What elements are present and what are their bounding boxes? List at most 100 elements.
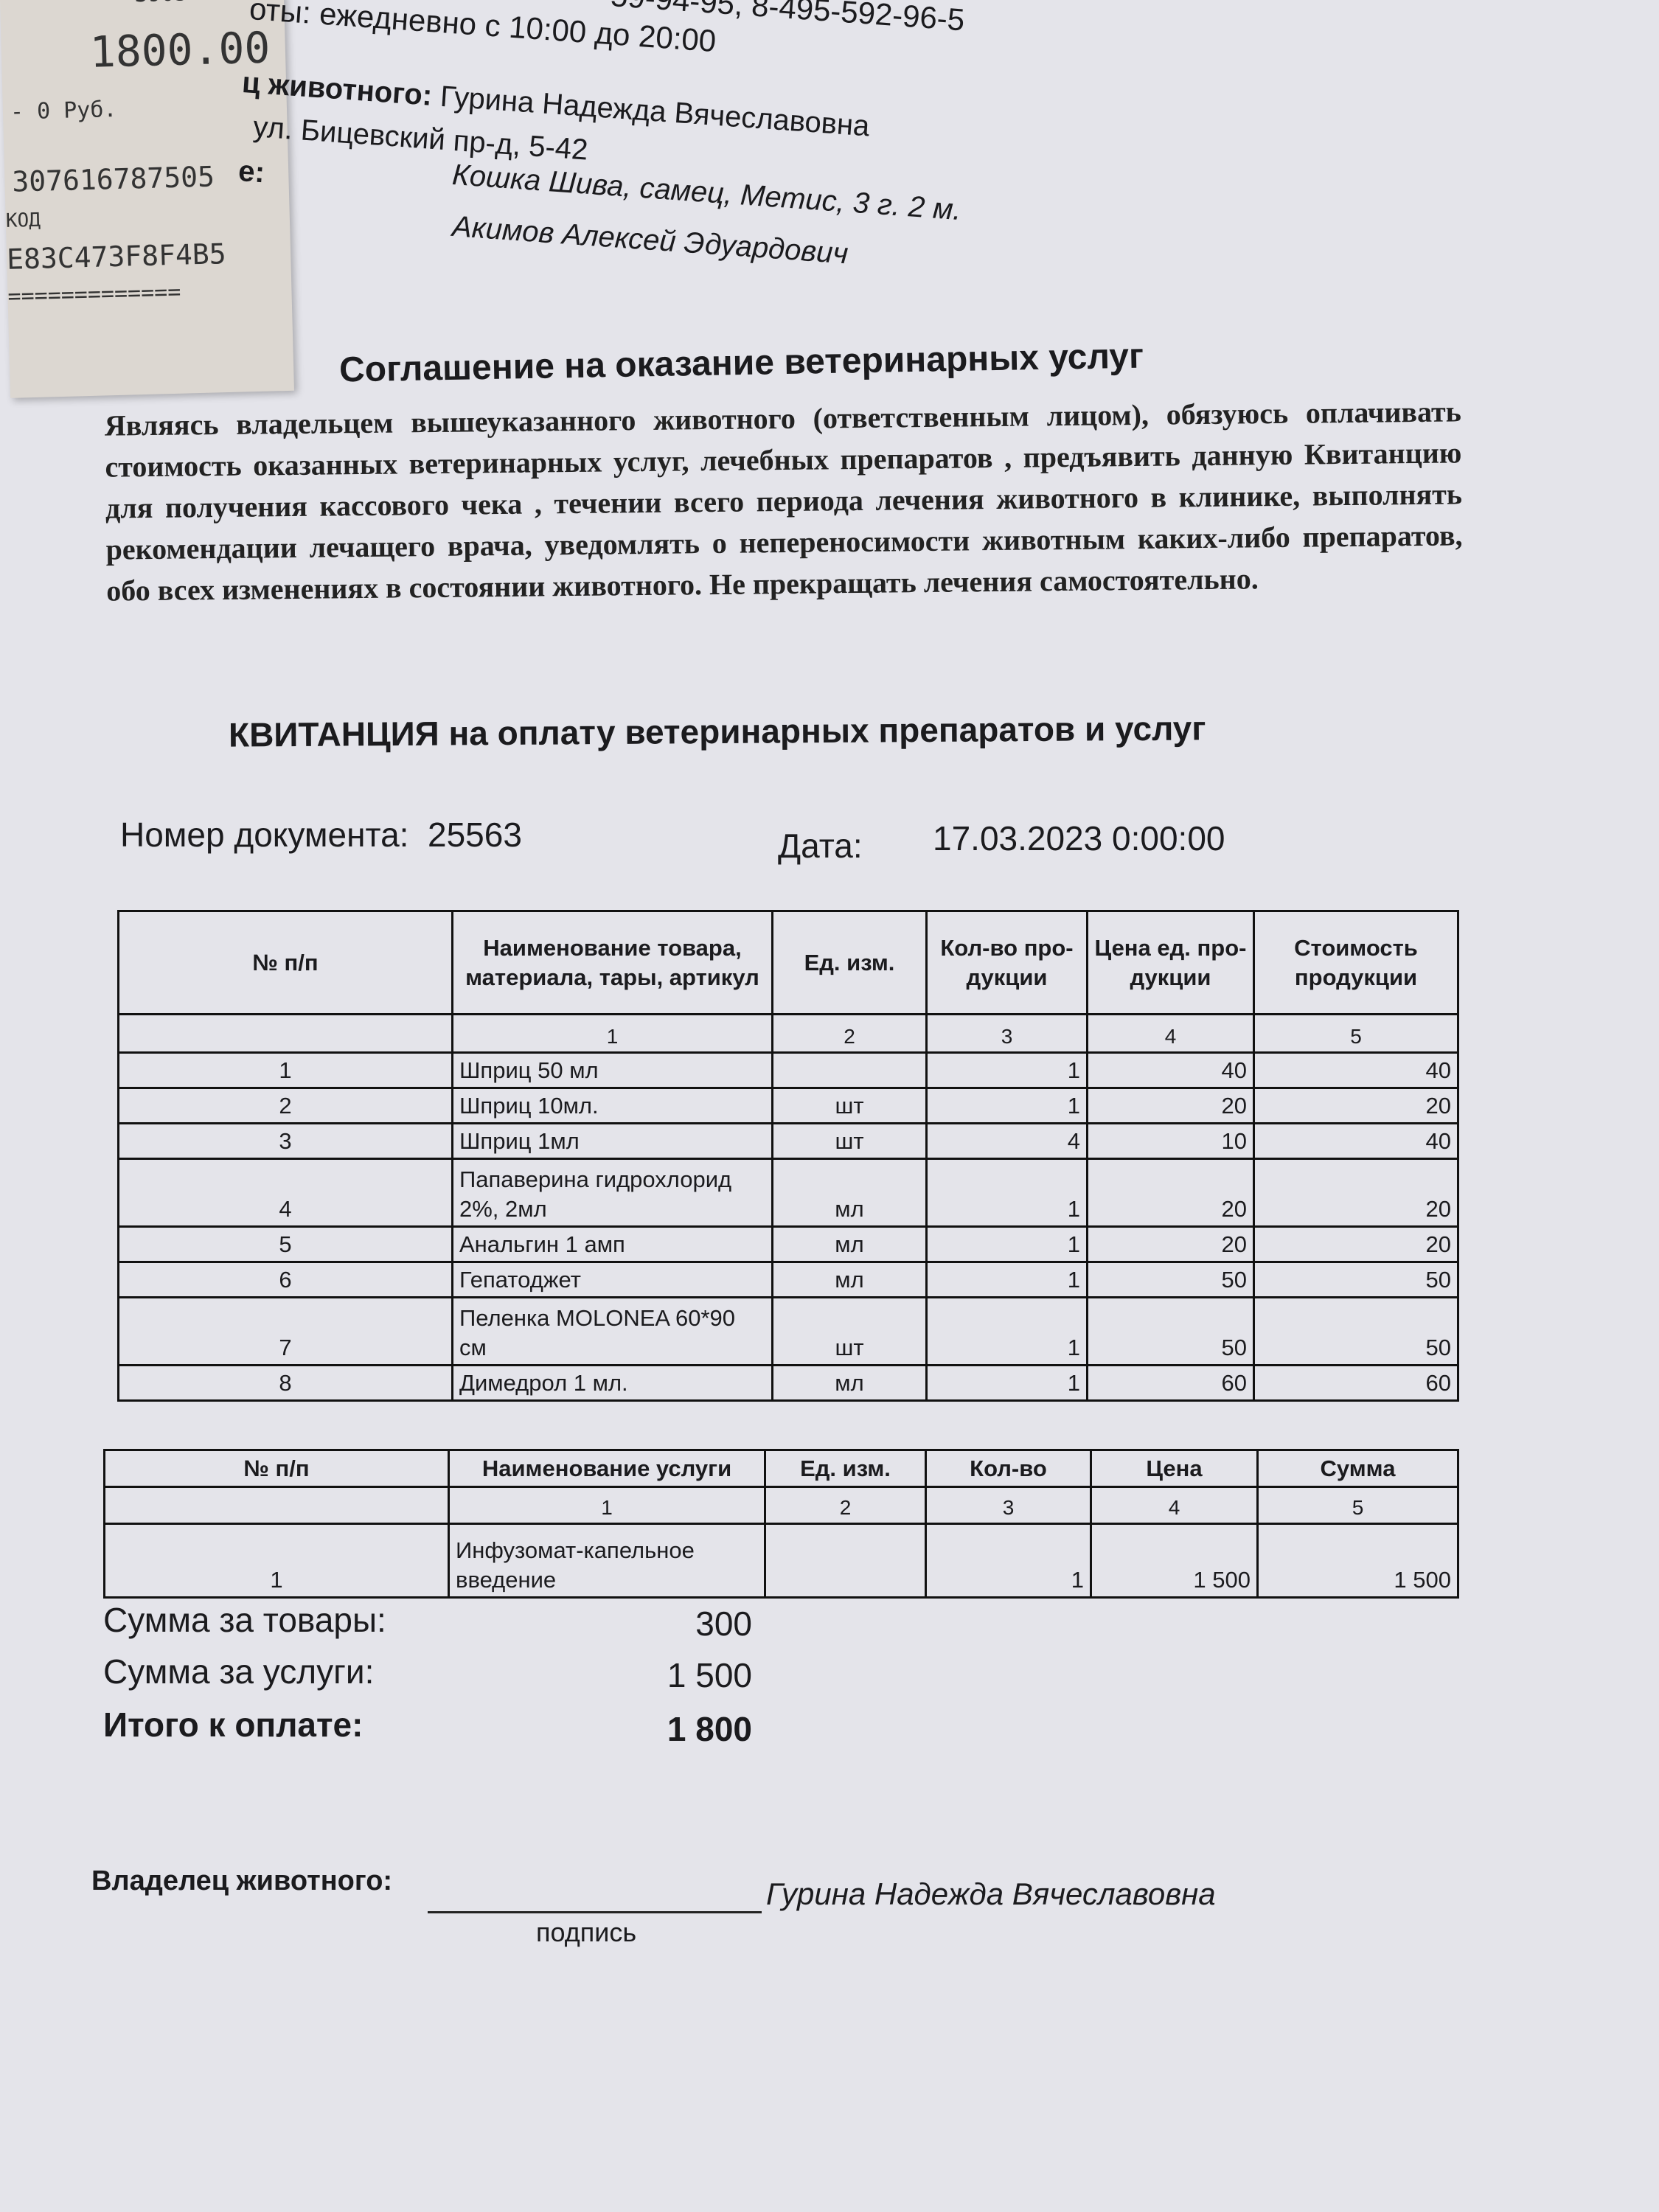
numbering-cell: 3 — [925, 1013, 1088, 1054]
cell: Пеленка MOLONEA 60*90 см — [451, 1296, 773, 1366]
cell: 40 — [1253, 1122, 1459, 1160]
cell: 6 — [117, 1261, 453, 1298]
cell: 1 500 — [1256, 1523, 1459, 1599]
numbering-cell: 2 — [771, 1013, 928, 1054]
cell: 50 — [1253, 1261, 1459, 1298]
cell: 1 — [117, 1051, 453, 1089]
row: 2 Шприц 10мл. шт 1 20 20 — [117, 1087, 1459, 1124]
cell: 5 — [117, 1225, 453, 1263]
goods-sum: 300 — [695, 1604, 752, 1643]
header-cell: Сумма — [1256, 1449, 1459, 1488]
services-table: № п/п Наименование услуги Ед. изм. Кол-во Це… — [103, 1449, 1459, 1599]
header-cell: Ед. изм. — [771, 910, 928, 1015]
cell: мл — [771, 1225, 928, 1263]
numbering-cell: 5 — [1256, 1486, 1459, 1525]
cell: 50 — [1086, 1296, 1255, 1366]
cell: 7 — [117, 1296, 453, 1366]
header-cell: Кол-во про-дукции — [925, 910, 1088, 1015]
cell: Димедрол 1 мл. — [451, 1364, 773, 1402]
cell: мл — [771, 1158, 928, 1228]
cell: 1 — [925, 1261, 1088, 1298]
header-cell: № п/п — [103, 1449, 450, 1488]
date-label: Дата: — [778, 827, 863, 865]
numbering-cell: 1 — [451, 1013, 773, 1054]
agreement-title: Соглашение на оказание ветеринарных услу… — [338, 336, 1144, 390]
cell: 20 — [1253, 1225, 1459, 1263]
cell: Анальгин 1 амп — [451, 1225, 773, 1263]
cell: 1 — [925, 1296, 1088, 1366]
cell — [771, 1051, 928, 1089]
total-label: Итого к оплате: — [103, 1705, 364, 1744]
cell: Инфузомат-капельное введение — [448, 1523, 766, 1599]
row: 7 Пеленка MOLONEA 60*90 см шт 1 50 50 — [117, 1296, 1459, 1366]
cell: 1 500 — [1090, 1523, 1259, 1599]
receipt: *********39051800.00- 0 Руб.307616787505… — [0, 0, 295, 398]
cell: Гепатоджет — [451, 1261, 773, 1298]
numbering-cell: 5 — [1253, 1013, 1459, 1054]
header-row: № п/п Наименование услуги Ед. изм. Кол-во Це… — [103, 1449, 1459, 1488]
cell — [764, 1523, 927, 1599]
cell: 50 — [1253, 1296, 1459, 1366]
cell: 20 — [1086, 1225, 1255, 1263]
footer-owner-label: Владелец животного: — [91, 1865, 393, 1896]
numbering-cell: 3 — [925, 1486, 1092, 1525]
doc-number-line: Номер документа: 25563 — [120, 815, 522, 855]
cell: 1 — [925, 1158, 1088, 1228]
header-cell: Цена ед. про-дукции — [1086, 910, 1255, 1015]
row: 1 Инфузомат-капельное введение 1 1 500 1 500 — [103, 1523, 1459, 1599]
row: 3 Шприц 1мл шт 4 10 40 — [117, 1122, 1459, 1160]
header-cell: Стоимость продукции — [1253, 910, 1459, 1015]
cell: Шприц 10мл. — [451, 1087, 773, 1124]
services-sum: 1 500 — [667, 1656, 752, 1694]
cell: 8 — [117, 1364, 453, 1402]
cell: 10 — [1086, 1122, 1255, 1160]
invoice-title: КВИТАНЦИЯ на оплату ветеринарных препара… — [229, 708, 1206, 754]
row: 1 Шприц 50 мл 1 40 40 — [117, 1051, 1459, 1089]
animal-label: е: — [237, 155, 266, 189]
cell: 3 — [117, 1122, 453, 1160]
receipt-line: 307616787505 — [11, 160, 215, 198]
cell: 1 — [103, 1523, 450, 1599]
header-cell: Кол-во — [925, 1449, 1092, 1488]
cell: Папаверина гидрохлорид 2%, 2мл — [451, 1158, 773, 1228]
doc-number-label: Номер документа: — [120, 815, 409, 854]
total-sum: 1 800 — [667, 1710, 752, 1748]
row: 5 Анальгин 1 амп мл 1 20 20 — [117, 1225, 1459, 1263]
header-cell: № п/п — [117, 910, 453, 1015]
cell: 20 — [1086, 1087, 1255, 1124]
row: 4 Папаверина гидрохлорид 2%, 2мл мл 1 20 20 — [117, 1158, 1459, 1228]
receipt-line: E83C473F8F4B5 — [6, 237, 227, 276]
receipt-line: КОД — [5, 209, 41, 232]
cell: 60 — [1253, 1364, 1459, 1402]
cell: 1 — [925, 1087, 1088, 1124]
cell: мл — [771, 1261, 928, 1298]
signature-caption: подпись — [536, 1917, 637, 1947]
numbering-cell: 1 — [448, 1486, 766, 1525]
cell: 20 — [1253, 1158, 1459, 1228]
services-label: Сумма за услуги: — [103, 1652, 375, 1691]
cell: 20 — [1086, 1158, 1255, 1228]
numbering-cell: 2 — [764, 1486, 927, 1525]
cell: Шприц 50 мл — [451, 1051, 773, 1089]
cell: 1 — [925, 1523, 1092, 1599]
cell: шт — [771, 1296, 928, 1366]
invoice-title-bold: КВИТАНЦИЯ — [228, 714, 439, 754]
cell: 40 — [1253, 1051, 1459, 1089]
cell: 1 — [925, 1364, 1088, 1402]
header-cell: Ед. изм. — [764, 1449, 927, 1488]
header-cell: Наименование товара, материала, тары, ар… — [451, 910, 773, 1015]
doctor: Акимов Алексей Эдуардович — [451, 210, 849, 271]
numbering-cell: 4 — [1086, 1013, 1255, 1054]
goods-table: № п/п Наименование товара, материала, тар… — [117, 910, 1459, 1402]
footer-owner: Гурина Надежда Вячеславовна — [766, 1877, 1216, 1911]
row: 6 Гепатоджет мл 1 50 50 — [117, 1261, 1459, 1298]
numbering-cell — [103, 1486, 450, 1525]
receipt-line: - 0 Руб. — [10, 96, 117, 125]
cell: 1 — [925, 1225, 1088, 1263]
signature-line — [428, 1911, 762, 1913]
goods-label: Сумма за товары: — [103, 1601, 386, 1639]
invoice-title-rest: на оплату ветеринарных препаратов и услу… — [448, 709, 1206, 753]
